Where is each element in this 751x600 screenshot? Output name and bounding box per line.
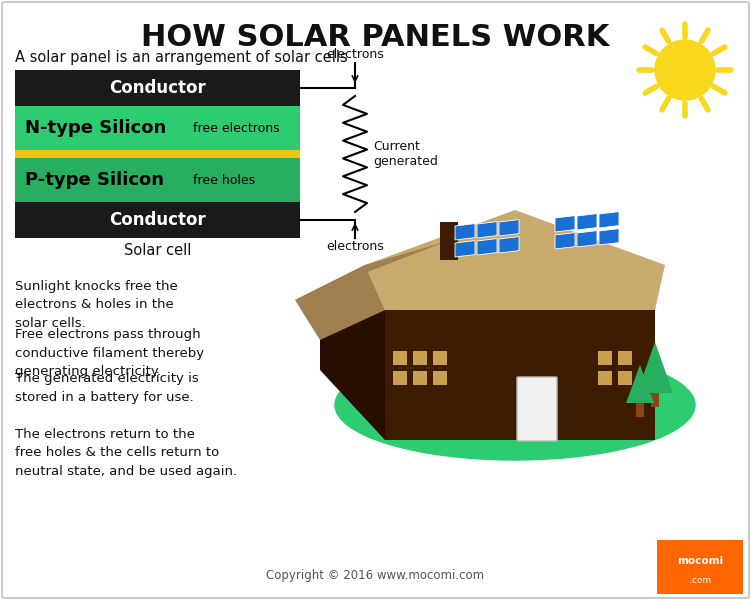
Bar: [413, 371, 427, 385]
Bar: [433, 371, 447, 385]
Polygon shape: [626, 365, 654, 403]
Text: Conductor: Conductor: [109, 79, 206, 97]
Text: The electrons return to the
free holes & the cells return to
neutral state, and : The electrons return to the free holes &…: [15, 428, 237, 478]
Text: free electrons: free electrons: [193, 121, 279, 134]
Bar: [15, 150, 300, 158]
Polygon shape: [577, 214, 597, 230]
Bar: [636, 403, 644, 417]
Ellipse shape: [335, 350, 695, 460]
Bar: [433, 351, 447, 365]
Bar: [598, 371, 612, 385]
Text: Conductor: Conductor: [109, 211, 206, 229]
Circle shape: [655, 40, 715, 100]
Text: HOW SOLAR PANELS WORK: HOW SOLAR PANELS WORK: [141, 23, 609, 52]
FancyBboxPatch shape: [517, 377, 557, 441]
Polygon shape: [365, 210, 665, 265]
Bar: [651, 393, 659, 407]
Polygon shape: [555, 215, 575, 232]
Polygon shape: [555, 233, 575, 249]
Polygon shape: [320, 300, 385, 440]
Polygon shape: [385, 310, 655, 440]
Text: Current
generated: Current generated: [373, 140, 438, 168]
Text: P-type Silicon: P-type Silicon: [25, 171, 164, 189]
Text: Solar cell: Solar cell: [124, 243, 192, 258]
Polygon shape: [295, 242, 445, 300]
Bar: [598, 351, 612, 365]
Text: The generated electricity is
stored in a battery for use.: The generated electricity is stored in a…: [15, 372, 199, 403]
Bar: [393, 351, 407, 365]
Polygon shape: [455, 241, 475, 257]
Polygon shape: [577, 230, 597, 247]
Text: Copyright © 2016 www.mocomi.com: Copyright © 2016 www.mocomi.com: [266, 569, 484, 582]
Text: Sunlight knocks free the
electrons & holes in the
solar cells.: Sunlight knocks free the electrons & hol…: [15, 280, 178, 330]
Polygon shape: [477, 221, 497, 238]
Bar: [15, 106, 300, 150]
Text: electrons: electrons: [326, 48, 384, 61]
Polygon shape: [455, 224, 475, 240]
Bar: [15, 70, 300, 106]
Bar: [618, 371, 632, 385]
Polygon shape: [637, 342, 673, 393]
Polygon shape: [365, 265, 665, 310]
Text: free holes: free holes: [193, 173, 255, 187]
Bar: [15, 202, 300, 238]
Text: electrons: electrons: [326, 240, 384, 253]
Bar: [413, 351, 427, 365]
Text: Free electrons pass through
conductive filament thereby
generating electricity.: Free electrons pass through conductive f…: [15, 328, 204, 378]
Polygon shape: [295, 265, 385, 340]
Text: N-type Silicon: N-type Silicon: [25, 119, 166, 137]
Polygon shape: [599, 212, 619, 228]
Polygon shape: [599, 229, 619, 245]
Polygon shape: [477, 239, 497, 255]
Bar: [618, 351, 632, 365]
Bar: [15, 158, 300, 202]
Polygon shape: [499, 220, 519, 236]
Polygon shape: [499, 236, 519, 253]
Bar: [440, 222, 458, 260]
Bar: [393, 371, 407, 385]
Text: A solar panel is an arrangement of solar cells: A solar panel is an arrangement of solar…: [15, 50, 348, 65]
